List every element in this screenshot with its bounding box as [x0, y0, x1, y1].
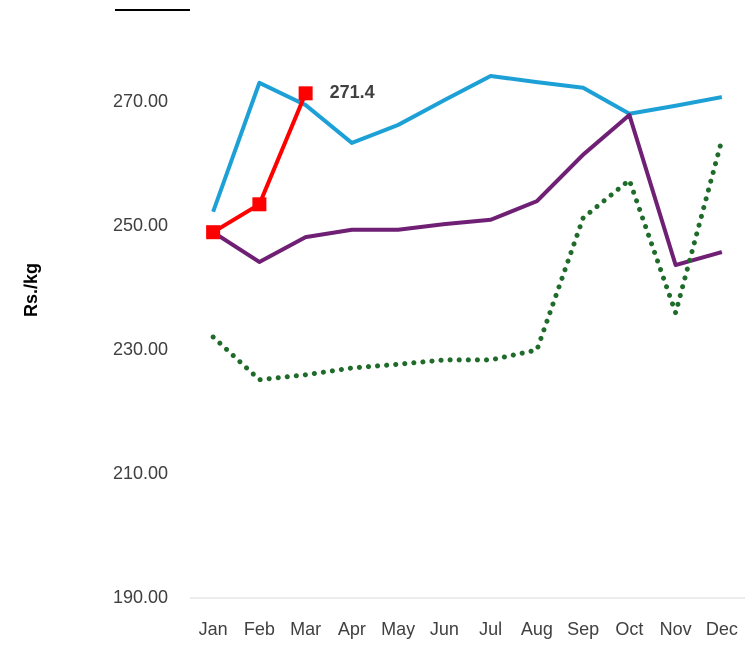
data-label: 271.4: [330, 82, 375, 102]
series-line: [211, 73, 723, 213]
marker: [298, 86, 313, 101]
x-tick-label: Aug: [521, 619, 553, 639]
x-tick-label: Nov: [660, 619, 692, 639]
y-tick-label: 270.00: [113, 91, 168, 111]
marker: [206, 225, 221, 240]
y-axis-label: Rs./kg: [21, 263, 41, 317]
series-line: [212, 92, 308, 234]
x-tick-label: Apr: [338, 619, 366, 639]
y-tick-label: 230.00: [113, 339, 168, 359]
x-tick-label: Oct: [615, 619, 643, 639]
marker: [252, 197, 267, 212]
x-tick-label: Dec: [706, 619, 738, 639]
y-tick-label: 190.00: [113, 587, 168, 607]
y-tick-label: 250.00: [113, 215, 168, 235]
x-tick-label: Feb: [244, 619, 275, 639]
x-tick-label: Jun: [430, 619, 459, 639]
x-tick-label: Jul: [479, 619, 502, 639]
series-line: [210, 137, 725, 383]
x-tick-label: May: [381, 619, 415, 639]
y-tick-label: 210.00: [113, 463, 168, 483]
x-tick-label: Sep: [567, 619, 599, 639]
x-tick-label: Jan: [199, 619, 228, 639]
series-line: [212, 113, 723, 268]
x-tick-label: Mar: [290, 619, 321, 639]
